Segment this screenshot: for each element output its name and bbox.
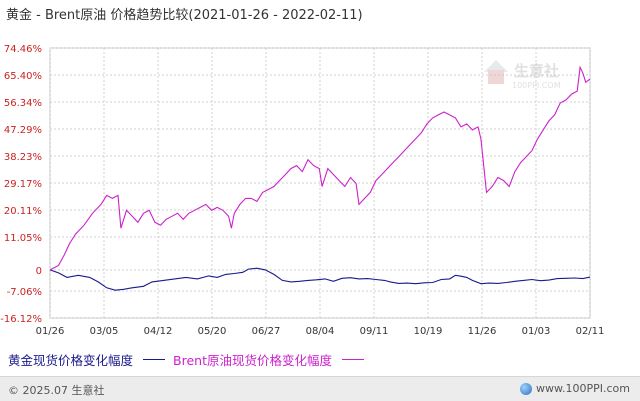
watermark-url: 100PPI.COM xyxy=(512,81,561,90)
house-icon xyxy=(484,60,508,72)
y-tick-label: 20.11% xyxy=(4,206,42,217)
x-tick-label: 05/20 xyxy=(198,326,227,337)
y-tick-label: -7.06% xyxy=(7,287,42,298)
x-tick-label: 01/03 xyxy=(522,326,551,337)
footer-site-link[interactable]: www.100PPI.com xyxy=(520,382,630,395)
globe-icon xyxy=(520,382,533,395)
footer: © 2025.07 生意社 www.100PPI.com xyxy=(0,376,640,401)
y-tick-label: 47.29% xyxy=(4,125,42,136)
x-tick-label: 09/11 xyxy=(360,326,389,337)
y-tick-label: 56.34% xyxy=(4,98,42,109)
y-tick-label: 74.46% xyxy=(4,44,42,55)
x-tick-label: 04/12 xyxy=(144,326,173,337)
series-line-brent-oil xyxy=(49,65,591,271)
price-trend-chart: 74.46% 65.40% 56.34% 47.29% 38.23% 29.17% 20.1… xyxy=(0,44,605,337)
y-tick-label: 11.05% xyxy=(4,233,42,244)
series-lines xyxy=(49,65,591,291)
x-tick-label: 02/11 xyxy=(576,326,605,337)
legend-label-oil: Brent原油现货价格变化幅度 xyxy=(173,353,332,368)
chart-grid xyxy=(49,47,591,319)
x-tick-label: 11/26 xyxy=(468,326,497,337)
y-tick-label: 29.17% xyxy=(4,179,42,190)
legend-line-gold xyxy=(143,359,166,360)
y-tick-label: 38.23% xyxy=(4,152,42,163)
x-axis: 01/26 03/05 04/12 05/20 06/27 08/04 09/11 10/19… xyxy=(36,326,605,337)
x-tick-label: 10/19 xyxy=(414,326,443,337)
y-tick-label: 65.40% xyxy=(4,71,42,82)
watermark-name: 生意社 xyxy=(514,62,559,80)
y-axis: 74.46% 65.40% 56.34% 47.29% 38.23% 29.17% 20.1… xyxy=(0,44,42,325)
series-line-gold xyxy=(49,267,591,291)
y-tick-label: -16.12% xyxy=(0,314,42,325)
footer-site-text: www.100PPI.com xyxy=(536,382,630,395)
x-tick-label: 08/04 xyxy=(306,326,335,337)
x-tick-label: 03/05 xyxy=(90,326,119,337)
chart-legend: 黄金现货价格变化幅度 Brent原油现货价格变化幅度 xyxy=(8,350,372,369)
footer-copyright: © 2025.07 生意社 xyxy=(8,384,105,397)
y-tick-label: 0 xyxy=(36,266,42,277)
x-tick-label: 01/26 xyxy=(36,326,65,337)
legend-label-gold: 黄金现货价格变化幅度 xyxy=(8,353,134,368)
watermark-logo: 生意社 100PPI.COM xyxy=(484,60,561,90)
x-tick-label: 06/27 xyxy=(252,326,281,337)
legend-line-oil xyxy=(341,359,364,360)
chart-title: 黄金 - Brent原油 价格趋势比较(2021-01-26 - 2022-02… xyxy=(6,8,363,23)
